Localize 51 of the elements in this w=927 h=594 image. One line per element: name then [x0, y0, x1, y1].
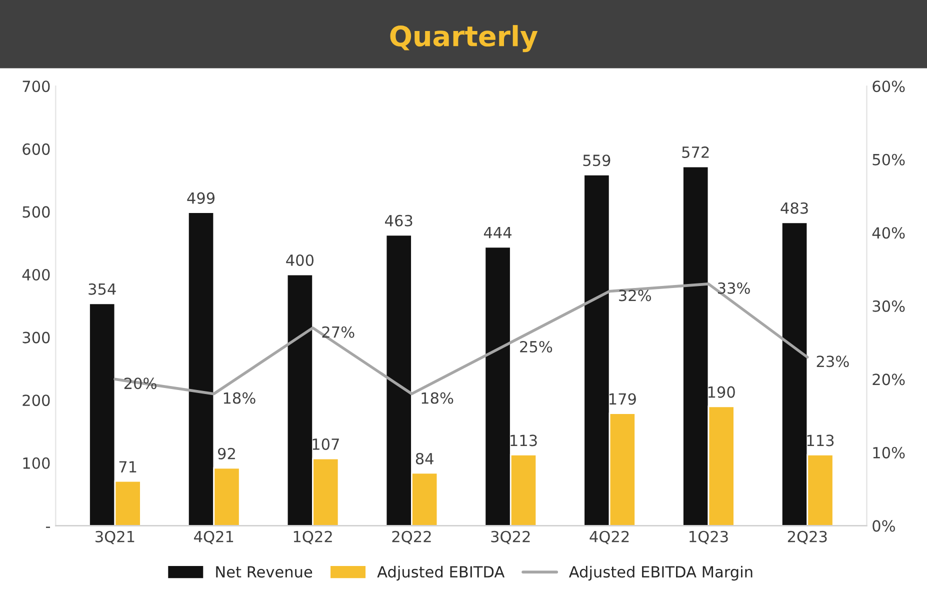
data-label: 190	[708, 386, 735, 398]
y-tick-label: 300	[22, 332, 50, 344]
data-label: 354	[88, 283, 116, 295]
data-label: 113	[510, 434, 537, 446]
x-tick-label: 2Q22	[392, 530, 431, 544]
data-label: 483	[780, 202, 808, 214]
data-label: 400	[286, 254, 314, 266]
data-label: 18%	[422, 392, 454, 404]
y2-tick-label: 50%	[872, 154, 905, 166]
data-label: 444	[484, 227, 512, 238]
y-tick-label: 200	[22, 394, 50, 406]
data-label: 572	[682, 146, 709, 158]
x-tick-label: 1Q22	[294, 530, 332, 544]
data-label: 84	[416, 452, 434, 464]
data-label: 92	[218, 448, 235, 460]
y-tick-label: 400	[22, 268, 50, 281]
x-tick-label: 1Q23	[690, 530, 728, 544]
y2-tick-label: 60%	[872, 80, 905, 92]
legend-label: Adjusted EBITDA	[377, 566, 505, 581]
y2-tick-label: 10%	[873, 446, 905, 458]
data-label: 463	[385, 214, 412, 226]
y-tick-label: 600	[22, 143, 50, 155]
data-label: 71	[119, 461, 136, 472]
legend-label: Net Revenue	[216, 566, 312, 578]
data-label: 23%	[816, 356, 849, 368]
data-label: 20%	[124, 378, 156, 390]
data-label: 33%	[718, 282, 750, 294]
chart-title: Quarterly	[390, 25, 538, 52]
data-label: 27%	[322, 326, 354, 338]
x-tick-label: 2Q23	[788, 530, 827, 544]
y-tick-label: 500	[22, 206, 50, 218]
data-label: 18%	[224, 392, 256, 404]
y2-tick-label: 30%	[872, 300, 905, 312]
data-label: 32%	[619, 290, 652, 302]
data-label: 113	[807, 434, 834, 446]
data-label: 179	[610, 393, 636, 405]
y2-tick-label: 20%	[872, 374, 905, 386]
x-tick-label: 3Q22	[491, 530, 530, 544]
x-tick-label: 3Q21	[96, 530, 134, 544]
y2-tick-label: 40%	[872, 227, 905, 239]
data-label: 559	[583, 154, 610, 166]
y-tick-label: 100	[23, 457, 50, 469]
legend-label: Adjusted EBITDA Margin	[568, 566, 752, 581]
data-label: 25%	[520, 340, 552, 353]
y-tick-label: 700	[22, 80, 50, 92]
data-label: 499	[187, 192, 215, 204]
x-tick-label: 4Q22	[590, 530, 629, 544]
y2-tick-label: 0%	[872, 520, 895, 532]
x-tick-label: 4Q21	[194, 530, 234, 544]
data-label: 107	[312, 438, 339, 450]
y-tick-label: -	[46, 526, 50, 528]
